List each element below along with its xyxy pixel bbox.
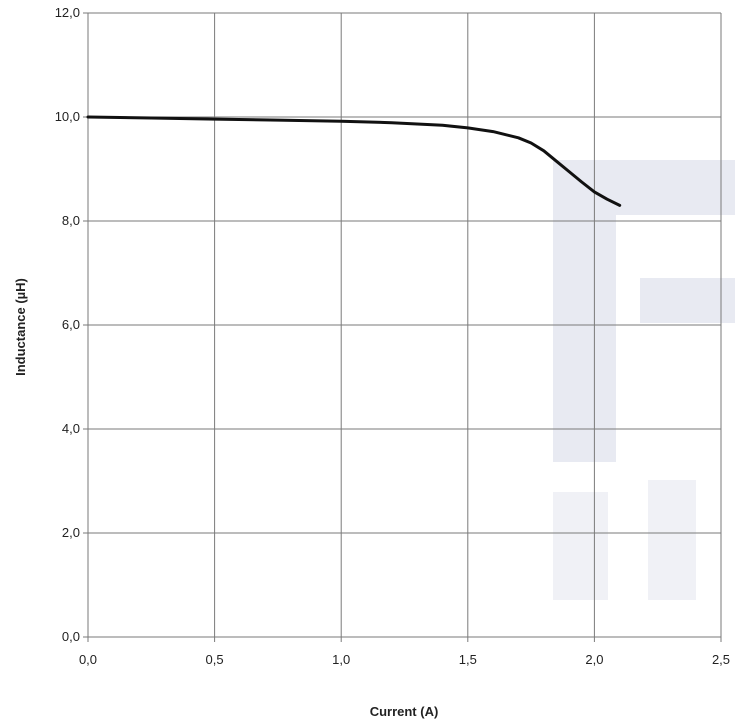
y-tick-label: 6,0 (62, 317, 80, 332)
y-tick-label: 2,0 (62, 525, 80, 540)
tick-labels: 0,0 2,0 4,0 6,0 8,0 10,0 12,0 0,0 0,5 1,0 1,5 2,0 2,… (55, 5, 730, 667)
x-tick-label: 2,5 (712, 652, 730, 667)
watermark-shape-l (648, 480, 696, 600)
y-axis-title: Inductance (µH) (13, 278, 28, 376)
series-line (86, 115, 622, 207)
x-tick-label: 0,5 (206, 652, 224, 667)
x-tick-label: 1,0 (332, 652, 350, 667)
x-axis-title: Current (A) (370, 704, 439, 719)
grid (83, 12, 722, 642)
watermark (553, 160, 735, 600)
y-tick-label: 8,0 (62, 213, 80, 228)
watermark-shape-mid (640, 278, 735, 323)
y-tick-label: 10,0 (55, 109, 80, 124)
y-tick-label: 12,0 (55, 5, 80, 20)
watermark-shape-e (553, 492, 608, 600)
x-tick-label: 0,0 (79, 652, 97, 667)
x-tick-label: 1,5 (459, 652, 477, 667)
watermark-shape-top (553, 160, 735, 215)
y-tick-label: 0,0 (62, 629, 80, 644)
series-layer (86, 115, 622, 207)
x-tick-label: 2,0 (585, 652, 603, 667)
y-tick-label: 4,0 (62, 421, 80, 436)
